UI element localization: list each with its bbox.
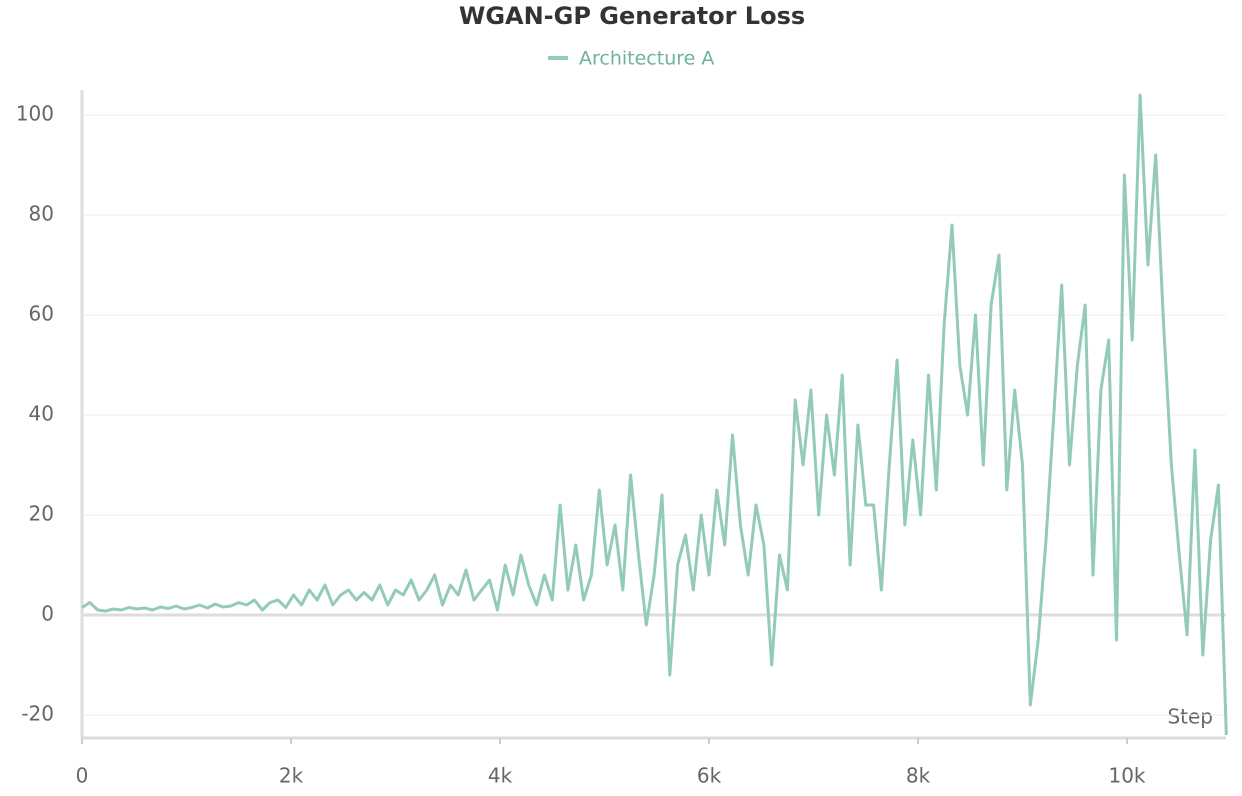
y-tick-label: 60 bbox=[29, 302, 54, 326]
y-tick-label: -20 bbox=[21, 702, 54, 726]
chart-title: WGAN-GP Generator Loss bbox=[459, 2, 805, 30]
series-line bbox=[81, 93, 1228, 736]
x-tick-label: 6k bbox=[697, 764, 722, 788]
x-tick-label: 2k bbox=[279, 764, 304, 788]
x-tick-label: 10k bbox=[1108, 764, 1145, 788]
x-tick-label: 0 bbox=[76, 764, 89, 788]
legend-label[interactable]: Architecture A bbox=[579, 48, 714, 70]
y-tick-label: 80 bbox=[29, 202, 54, 226]
x-tick-label: 4k bbox=[488, 764, 513, 788]
y-tick-label: 0 bbox=[41, 602, 54, 626]
grid bbox=[82, 114, 1226, 716]
x-tick-label: 8k bbox=[906, 764, 931, 788]
y-tick-label: 20 bbox=[29, 502, 54, 526]
y-tick-label: 100 bbox=[16, 102, 54, 126]
y-tick-label: 40 bbox=[29, 402, 54, 426]
x-axis-label: Step bbox=[1167, 705, 1213, 729]
